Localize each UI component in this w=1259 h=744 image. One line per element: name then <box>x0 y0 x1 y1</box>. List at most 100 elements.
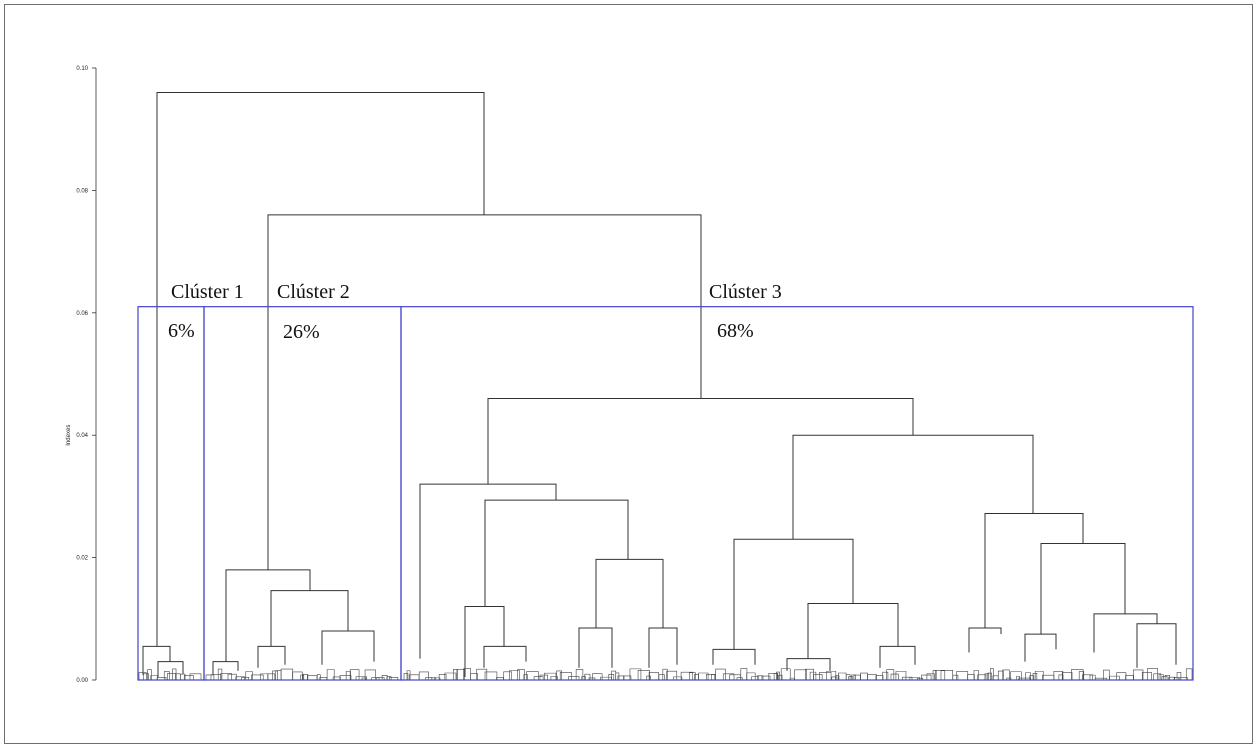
dendrogram-link <box>637 670 650 680</box>
cluster-box-1 <box>137 306 205 681</box>
y-axis: 0.00 0.02 0.04 0.06 0.08 0.10 Indexes <box>66 66 97 684</box>
dendrogram-link <box>956 671 969 680</box>
dendrogram-link <box>1093 613 1158 653</box>
dendrogram-link <box>157 661 184 677</box>
dendrogram-link <box>419 483 557 659</box>
cluster-box-2 <box>203 306 402 681</box>
dendrogram-link <box>189 673 202 680</box>
dendrogram-link <box>623 675 632 680</box>
dendrogram-link <box>1109 675 1120 680</box>
dendrogram-link <box>1089 674 1096 680</box>
dendrogram-link <box>879 645 916 668</box>
dendrogram-link <box>882 671 889 680</box>
dendrogram-link <box>143 673 150 680</box>
dendrogram-link <box>150 675 158 680</box>
dendrogram-link <box>433 677 441 680</box>
dendrogram-link <box>1058 674 1064 680</box>
dendrogram-link <box>977 674 987 680</box>
dendrogram-link <box>156 677 167 680</box>
dendrogram-link <box>867 674 877 680</box>
dendrogram-link <box>484 499 629 607</box>
dendrogram-link <box>715 668 726 680</box>
dendrogram-link <box>1168 676 1176 680</box>
dendrogram-link <box>780 668 791 680</box>
dendrogram-link <box>698 672 709 680</box>
y-axis-title: Indexes <box>66 425 72 446</box>
dendrogram-link <box>403 673 409 680</box>
dendrogram-link <box>1161 676 1168 680</box>
dendrogram-link <box>940 670 953 680</box>
dendrogram-link <box>183 675 194 680</box>
dendrogram-link <box>503 671 513 680</box>
dendrogram-link <box>1025 672 1031 680</box>
dendrogram-link <box>319 676 328 680</box>
dendrogram-link <box>163 671 170 680</box>
y-tick-label: 0.08 <box>76 188 88 194</box>
dendrogram-link <box>967 674 975 680</box>
dendrogram-link <box>831 676 838 680</box>
dendrogram-link <box>1173 677 1180 680</box>
dendrogram-link <box>875 675 884 680</box>
dendrogram-link <box>673 676 683 680</box>
dendrogram-link <box>845 674 851 680</box>
dendrogram-link <box>584 673 591 680</box>
dendrogram-link <box>361 677 367 680</box>
dendrogram-link <box>819 672 832 680</box>
dendrogram-link <box>180 673 186 680</box>
dendrogram-link <box>722 673 735 680</box>
dendrogram-link <box>418 671 429 680</box>
dendrogram-link <box>886 669 895 680</box>
cluster-name-label: Clúster 3 <box>709 281 782 303</box>
dendrogram-link <box>595 558 664 628</box>
dendrogram-link <box>1053 670 1064 680</box>
dendrogram-link <box>851 674 856 680</box>
dendrogram-link <box>1179 677 1188 680</box>
dendrogram-link <box>984 673 990 680</box>
dendrogram-link <box>1094 677 1108 680</box>
dendrogram-link <box>267 673 276 680</box>
dendrogram-link <box>968 627 1002 653</box>
dendrogram-link <box>916 677 924 680</box>
cluster-percent-label: 68% <box>717 320 754 342</box>
dendrogram-link <box>241 676 250 680</box>
dendrogram-link <box>302 674 309 680</box>
cluster-percent-label: 6% <box>168 320 195 342</box>
dendrogram-link <box>575 669 584 680</box>
dendrogram-link <box>210 674 222 680</box>
dendrogram-link <box>386 676 392 680</box>
dendrogram-link <box>987 672 992 680</box>
y-tick-label: 0.00 <box>76 678 88 684</box>
dendrogram-link <box>483 645 527 668</box>
dendrogram-link <box>740 668 748 680</box>
dendrogram-link <box>807 603 899 659</box>
dendrogram-link <box>895 671 907 680</box>
dendrogram-link <box>1132 669 1144 680</box>
dendrogram-link <box>794 669 807 680</box>
dendrogram-link <box>694 674 699 680</box>
dendrogram-link <box>517 669 525 680</box>
dendrogram-tree <box>138 91 1193 681</box>
dendrogram-link <box>225 569 311 662</box>
dendrogram-link <box>1176 672 1182 680</box>
dendrogram-link <box>952 674 959 680</box>
dendrogram-link <box>1040 543 1126 635</box>
dendrogram-link <box>292 671 303 680</box>
y-tick-label: 0.10 <box>76 66 88 72</box>
dendrogram-link <box>1024 633 1057 662</box>
dendrogram-link <box>578 627 613 668</box>
dendrogram-link <box>853 674 862 680</box>
dendrogram-link <box>539 674 549 680</box>
dendrogram-link <box>777 674 783 680</box>
dendrogram-link <box>1002 669 1010 680</box>
dendrogram-link <box>736 677 743 680</box>
dendrogram-link <box>568 676 580 680</box>
dendrogram-link <box>1141 672 1152 680</box>
dendrogram-link <box>588 677 596 680</box>
dendrogram-link <box>860 672 868 680</box>
dendrogram-link <box>705 674 716 680</box>
dendrogram-link <box>581 676 586 680</box>
y-tick-label: 0.02 <box>76 556 88 562</box>
dendrogram-link <box>1164 675 1170 680</box>
dendrogram-link <box>464 606 505 677</box>
dendrogram-link <box>658 674 665 680</box>
